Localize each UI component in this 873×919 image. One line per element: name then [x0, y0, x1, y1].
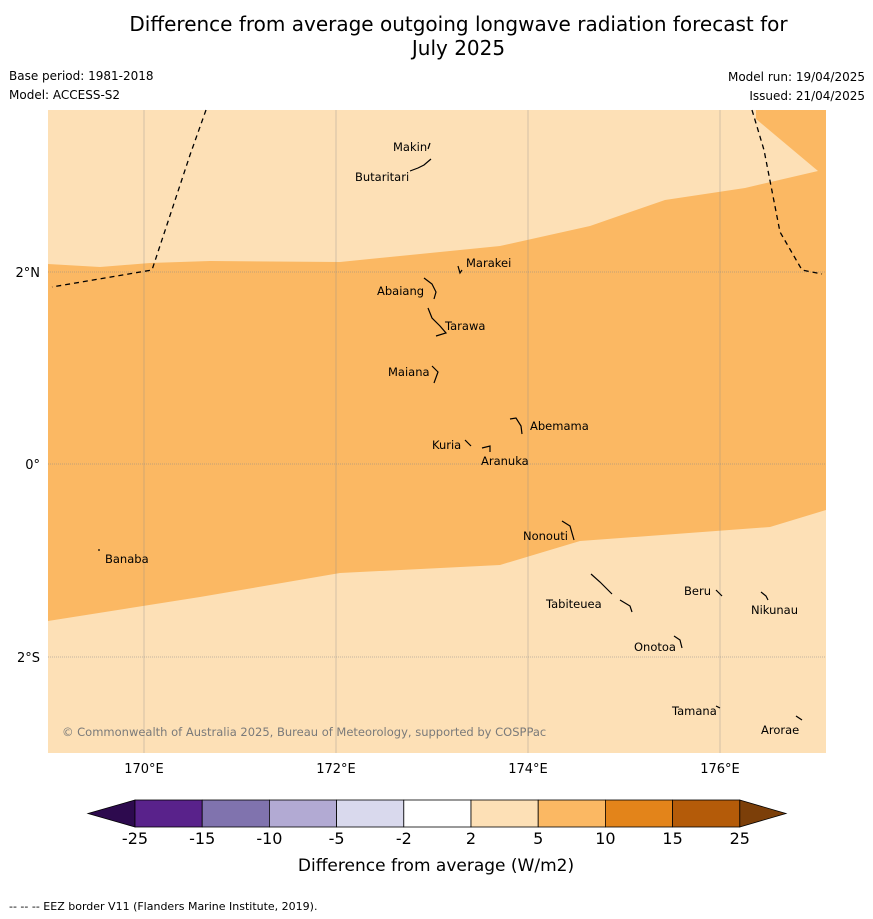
forecast-map: Makin Butaritari Marakei Abaiang Tarawa Maian…: [16, 109, 826, 876]
island-shape-tarawa: [427, 307, 448, 337]
lon-label: 172°E: [316, 762, 356, 777]
colorbar-tick-label: 2: [466, 829, 476, 848]
colorbar-under-arrow: [86, 799, 136, 828]
island-shape-onotoa: [673, 635, 683, 649]
axis-labels: 170°E 172°E 174°E 176°E 2°N 0° 2°S: [16, 266, 740, 777]
place-label-marakei: Marakei: [466, 256, 511, 270]
place-label-arorae: Arorae: [761, 723, 799, 737]
place-label-onotoa: Onotoa: [634, 640, 676, 654]
island-shape-abaiang: [423, 277, 437, 300]
place-label-kuria: Kuria: [432, 438, 461, 452]
colorbar-tick-label: 25: [730, 829, 750, 848]
map-title: Difference from average outgoing longwav…: [0, 12, 873, 60]
island-shape-kuria: [464, 439, 472, 447]
place-label-tamana: Tamana: [671, 704, 717, 718]
place-label-beru: Beru: [684, 584, 711, 598]
issued-date: Issued: 21/04/2025: [749, 89, 865, 103]
island-shape-beru: [715, 589, 723, 597]
place-label-nikunau: Nikunau: [751, 603, 798, 617]
colorbar-tick-label: -15: [189, 829, 215, 848]
colorbar-bin: [201, 799, 270, 828]
island-shape-maiana: [431, 365, 439, 384]
place-label-abaiang: Abaiang: [377, 284, 424, 298]
colorbar-bin: [537, 799, 606, 828]
colorbar-title: Difference from average (W/m2): [298, 856, 574, 876]
colorbar-tick-label: 10: [595, 829, 615, 848]
colorbar-tick-label: -5: [329, 829, 345, 848]
graticule: [48, 110, 826, 753]
copyright-notice: © Commonwealth of Australia 2025, Bureau…: [62, 725, 546, 739]
place-label-tabiteuea: Tabiteuea: [545, 597, 602, 611]
lat-label: 2°S: [17, 651, 40, 666]
eez-border: [51, 109, 823, 288]
colorbar-bin: [134, 799, 203, 828]
lat-label: 0°: [25, 458, 40, 473]
place-label-tarawa: Tarawa: [444, 319, 485, 333]
colorbar-bin: [268, 799, 337, 828]
colorbar-tick-label: 15: [662, 829, 682, 848]
lon-label: 170°E: [124, 762, 164, 777]
island-outlines: [98, 142, 803, 721]
island-shape-nonouti: [561, 520, 575, 541]
colorbar-bin: [605, 799, 674, 828]
lat-label: 2°N: [16, 266, 41, 281]
island-shape-tabiteuea-south: [619, 599, 633, 613]
place-label-makin: Makin: [393, 140, 427, 154]
place-label-butaritari: Butaritari: [355, 170, 409, 184]
base-period: Base period: 1981-2018: [9, 69, 154, 83]
model-run: Model run: 19/04/2025: [727, 70, 865, 84]
colorbar-bin: [336, 799, 405, 828]
colorbar-over-arrow: [739, 799, 788, 828]
island-shape-makin: [427, 142, 431, 150]
colorbar-bin: [470, 799, 539, 828]
model-name: Model: ACCESS-S2: [9, 88, 121, 102]
island-shape-tamana: [715, 705, 721, 709]
island-shape-aranuka: [481, 445, 491, 452]
island-shape-butaritari: [409, 158, 432, 172]
title-line-2: July 2025: [411, 36, 506, 60]
island-shape-nikunau: [760, 591, 769, 601]
colorbar-bin: [672, 799, 741, 828]
lon-label: 174°E: [508, 762, 548, 777]
place-label-aranuka: Aranuka: [481, 454, 529, 468]
place-label-abemama: Abemama: [530, 419, 589, 433]
place-labels: Makin Butaritari Marakei Abaiang Tarawa Maian…: [105, 140, 799, 737]
colorbar-tick-label: -25: [122, 829, 148, 848]
colorbar-tick-label: -10: [256, 829, 282, 848]
lon-label: 176°E: [700, 762, 740, 777]
island-shape-tabiteuea-north: [590, 573, 613, 595]
colorbar: -25 -15 -10 -5 -2 2 5 10 15 25: [86, 799, 788, 848]
colorbar-tick-label: -2: [396, 829, 412, 848]
eez-footnote: -- -- -- EEZ border V11 (Flanders Marine…: [9, 900, 318, 913]
island-shape-arorae: [795, 715, 803, 721]
map-band-5-to-10: [48, 110, 826, 621]
island-shape-abemama: [509, 417, 523, 435]
colorbar-bin: [403, 799, 472, 828]
place-label-maiana: Maiana: [388, 365, 430, 379]
colorbar-tick-label: 5: [533, 829, 543, 848]
title-line-1: Difference from average outgoing longwav…: [129, 12, 788, 36]
place-label-banaba: Banaba: [105, 552, 149, 566]
island-shape-marakei: [457, 265, 463, 275]
place-label-nonouti: Nonouti: [523, 529, 568, 543]
